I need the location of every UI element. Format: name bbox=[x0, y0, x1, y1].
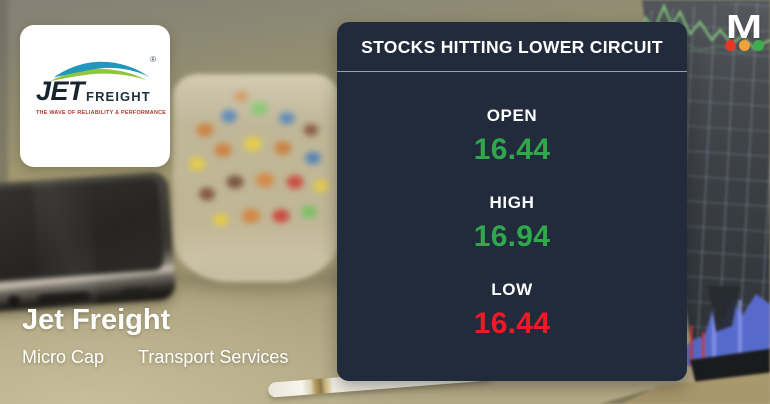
company-meta: Micro Cap Transport Services bbox=[22, 347, 288, 368]
jet-freight-logo: ® JET FREIGHT THE WAVE OF RELIABILITY & … bbox=[36, 55, 167, 116]
stat-high-label: HIGH bbox=[489, 193, 535, 212]
stat-low-label: LOW bbox=[491, 280, 533, 299]
company-logo-card: ® JET FREIGHT THE WAVE OF RELIABILITY & … bbox=[20, 25, 170, 167]
watermark-m-icon: M bbox=[725, 8, 763, 45]
stat-open-label: OPEN bbox=[486, 106, 538, 125]
company-name: Jet Freight bbox=[22, 304, 171, 336]
candy-jar bbox=[173, 74, 339, 282]
logo-swoosh-icon bbox=[50, 61, 150, 82]
logo-brand-text: JET bbox=[36, 76, 85, 106]
marketsmojo-watermark: M bbox=[719, 10, 769, 51]
market-cap-label: Micro Cap bbox=[22, 347, 105, 367]
stats-panel: STOCKS HITTING LOWER CIRCUIT OPEN 16.44 … bbox=[337, 22, 687, 381]
watermark-dots bbox=[719, 40, 769, 51]
amber-dot-icon bbox=[738, 40, 750, 51]
sector-label: Transport Services bbox=[138, 347, 289, 367]
logo-brand-suffix: FREIGHT bbox=[86, 89, 151, 104]
blue-area-chart bbox=[682, 286, 770, 366]
stat-high-value: 16.94 bbox=[473, 220, 551, 253]
panel-title: STOCKS HITTING LOWER CIRCUIT bbox=[337, 22, 687, 72]
panel-body: OPEN 16.44 HIGH 16.94 LOW 16.44 bbox=[337, 72, 687, 381]
red-dot-icon bbox=[724, 40, 736, 51]
stat-high: HIGH 16.94 bbox=[337, 193, 687, 254]
jar-glass bbox=[173, 74, 339, 282]
stat-open-value: 16.44 bbox=[473, 133, 551, 166]
background-edge bbox=[0, 0, 8, 212]
registered-trademark: ® bbox=[150, 55, 156, 64]
logo-tagline: THE WAVE OF RELIABILITY & PERFORMANCE bbox=[36, 110, 167, 116]
stat-open: OPEN 16.44 bbox=[337, 106, 687, 167]
stat-low-value: 16.44 bbox=[473, 307, 551, 340]
stat-low: LOW 16.44 bbox=[337, 280, 687, 341]
green-dot-icon bbox=[752, 40, 764, 51]
